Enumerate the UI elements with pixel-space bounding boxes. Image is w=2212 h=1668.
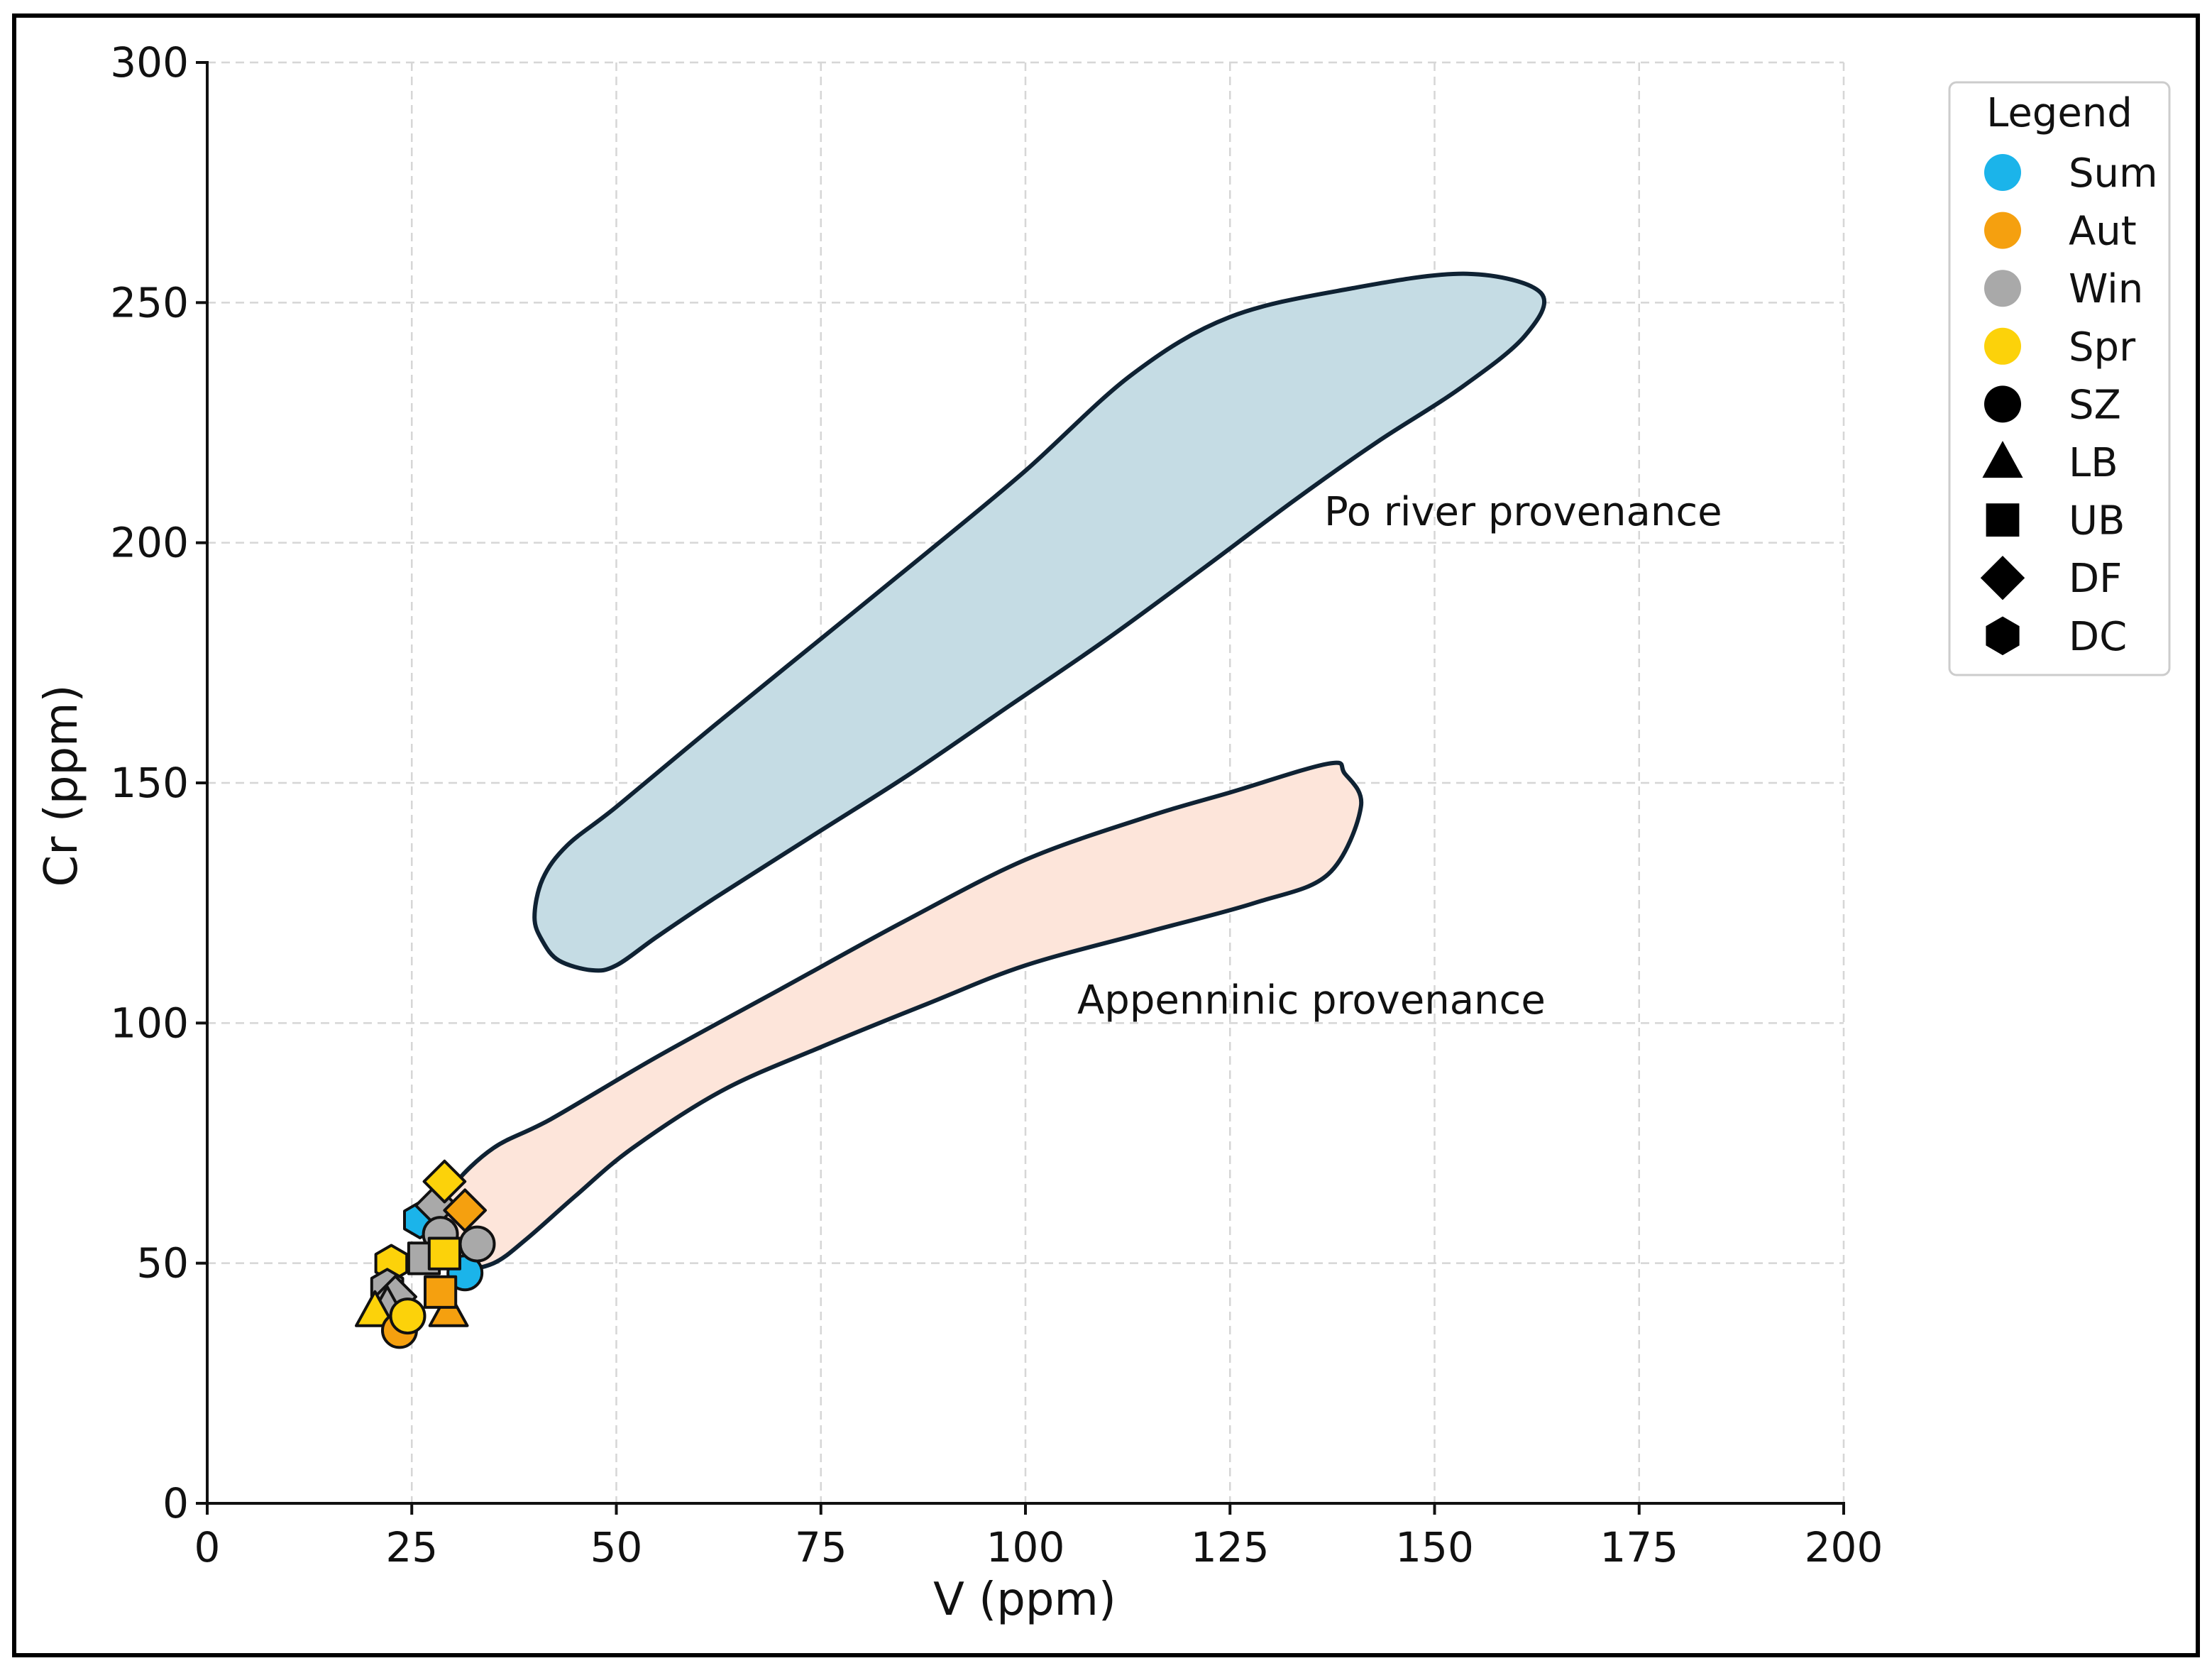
x-tick-label: 0 [194, 1523, 221, 1571]
legend-marker-sz [1984, 385, 2021, 423]
data-point-spr-ub [427, 1236, 461, 1271]
x-tick-label: 200 [1805, 1523, 1883, 1571]
x-tick-label: 75 [795, 1523, 847, 1571]
legend-marker-ub [1986, 503, 2020, 537]
y-tick-label: 250 [110, 278, 189, 327]
points [355, 1159, 496, 1349]
x-tick-label: 125 [1191, 1523, 1270, 1571]
y-tick-label: 200 [110, 519, 189, 567]
y-tick-label: 150 [110, 759, 189, 807]
legend-label-win: Win [2069, 266, 2143, 312]
legend-marker-win [1984, 270, 2021, 307]
x-tick-label: 175 [1600, 1523, 1678, 1571]
legend-label-dc: DC [2069, 614, 2127, 660]
legend-label-sum: Sum [2069, 150, 2158, 197]
data-point-spr-sz [389, 1297, 427, 1335]
x-tick-label: 150 [1395, 1523, 1474, 1571]
legend-label-aut: Aut [2069, 209, 2137, 255]
legend-marker-aut [1984, 212, 2021, 249]
x-axis-label: V (ppm) [933, 1574, 1116, 1626]
x-tick-label: 100 [986, 1523, 1065, 1571]
x-tick-label: 50 [590, 1523, 643, 1571]
legend-label-spr: Spr [2069, 324, 2136, 371]
legend-label-df: DF [2069, 556, 2122, 602]
legend-marker-dc [1986, 616, 2020, 656]
y-tick-label: 0 [163, 1479, 189, 1527]
region-label-appenninic: Appenninic provenance [1077, 977, 1546, 1024]
y-tick-label: 300 [110, 38, 189, 87]
region-appenninic [434, 760, 1364, 1271]
y-tick-label: 100 [110, 999, 189, 1047]
legend-marker-sum [1984, 154, 2021, 191]
region-po-river [532, 271, 1547, 973]
legend-title: Legend [1986, 90, 2133, 136]
legend-marker-spr [1984, 327, 2021, 365]
data-point-spr-df [422, 1159, 467, 1204]
tick-labels: 0 25 50 75 100 125 150 175 200 0 50 100 150 200 250 300 [110, 38, 1883, 1571]
legend-label-ub: UB [2069, 498, 2125, 544]
axes [196, 61, 1845, 1515]
legend-marker-lb [1982, 441, 2023, 478]
x-tick-label: 25 [385, 1523, 438, 1571]
region-label-po: Po river provenance [1324, 489, 1722, 535]
regions [434, 271, 1547, 1271]
legend-label-sz: SZ [2069, 382, 2121, 428]
y-tick-label: 50 [136, 1239, 189, 1288]
legend-label-lb: LB [2069, 440, 2118, 486]
y-axis-label: Cr (ppm) [35, 685, 88, 887]
legend-marker-df [1980, 556, 2025, 600]
data-point-win-sz [458, 1225, 496, 1263]
data-point-spr-lb [355, 1290, 395, 1327]
legend: Legend Sum Aut Win Spr SZ LB UB DF DC [1948, 81, 2171, 676]
data-point-aut-ub [424, 1275, 458, 1309]
